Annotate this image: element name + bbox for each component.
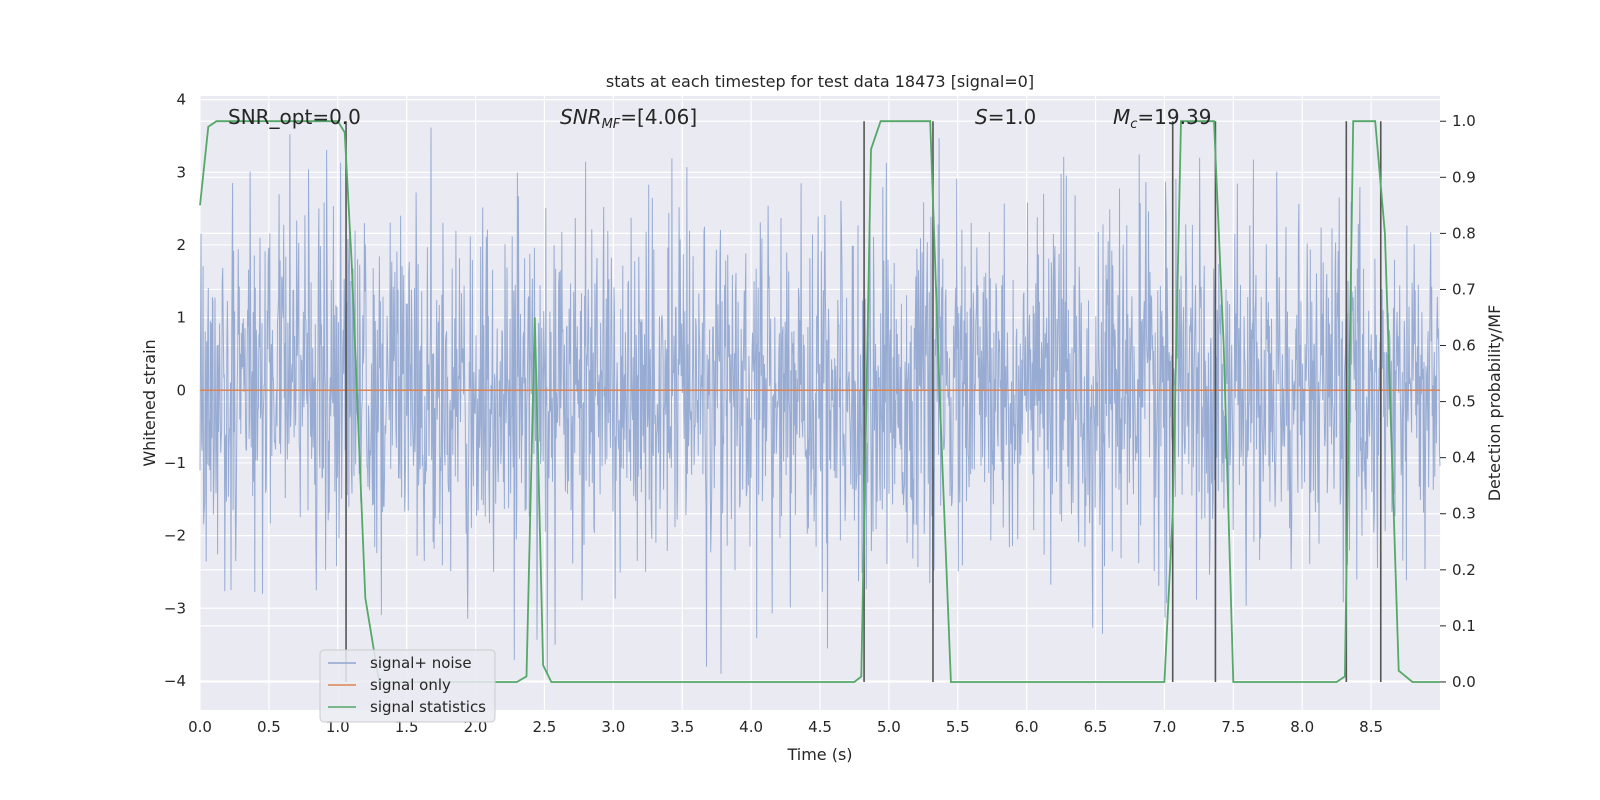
- y2-tick-label: 1.0: [1452, 112, 1476, 130]
- x-tick-label: 8.5: [1359, 718, 1383, 736]
- y2-ticks: 1.0 0.9 0.8 0.7 0.6 0.5 0.4 0.3 0.2 0.1 0.0: [1440, 112, 1476, 691]
- y2-tick-label: 0.8: [1452, 224, 1476, 242]
- annotation-s-main: S: [975, 105, 988, 129]
- series-signal-statistics: [199, 120, 1440, 683]
- noise-trace: [199, 127, 1441, 674]
- y-tick-label: −2: [164, 527, 186, 545]
- x-tick-label: 0.0: [188, 718, 212, 736]
- x-tick-label: 3.5: [670, 718, 694, 736]
- legend: signal+ noise signal only signal statist…: [319, 649, 496, 723]
- legend-label-signal-statistics: signal statistics: [370, 698, 486, 716]
- y2-tick-label: 0.1: [1452, 617, 1476, 635]
- annotation-snr-opt: SNR_opt=0.0: [228, 105, 361, 129]
- y-tick-label: −4: [164, 672, 186, 690]
- x-ticks: 0.0 0.5 1.0 1.5 2.0 2.5 3.0 3.5 4.0 4.5 5.0 5.5 6.0 6…: [188, 718, 1383, 736]
- x-axis-label: Time (s): [786, 745, 852, 764]
- annotation-snr-mf-main: SNR: [560, 105, 602, 129]
- annotation-mc: Mc=19.39: [1113, 105, 1211, 132]
- chart-title: stats at each timestep for test data 184…: [606, 72, 1034, 91]
- x-tick-label: 5.0: [877, 718, 901, 736]
- y2-tick-label: 0.6: [1452, 337, 1476, 355]
- legend-box: [319, 649, 496, 723]
- y-ticks: 4 3 2 1 0 −1 −2 −3 −4: [164, 91, 186, 690]
- annotation-snr-mf-sub: MF: [602, 117, 621, 132]
- y-tick-label: 1: [176, 309, 186, 327]
- y2-tick-label: 0.7: [1452, 280, 1476, 298]
- x-tick-label: 6.0: [1015, 718, 1039, 736]
- y-axis-label: Whitened strain: [140, 339, 159, 466]
- annotation-snr-mf-value: =[4.06]: [620, 105, 697, 129]
- y-tick-label: 4: [176, 91, 186, 109]
- annotation-s-value: =1.0: [988, 105, 1037, 129]
- annotation-mc-sub: c: [1130, 117, 1137, 132]
- x-tick-label: 5.5: [946, 718, 970, 736]
- y-tick-label: −1: [164, 454, 186, 472]
- x-tick-label: 4.0: [739, 718, 763, 736]
- y2-tick-label: 0.0: [1452, 673, 1476, 691]
- x-tick-label: 7.0: [1153, 718, 1177, 736]
- annotation-snr-mf: SNRMF=[4.06]: [560, 105, 697, 132]
- legend-label-signal-noise: signal+ noise: [370, 654, 472, 672]
- y2-tick-label: 0.3: [1452, 505, 1476, 523]
- series-signal-noise: [199, 127, 1441, 674]
- y2-tick-label: 0.5: [1452, 393, 1476, 411]
- y2-axis-label: Detection probability/MF: [1485, 305, 1504, 502]
- x-tick-label: 0.5: [257, 718, 281, 736]
- annotation-mc-value: =19.39: [1137, 105, 1211, 129]
- annotation-s: S=1.0: [975, 105, 1036, 129]
- y-tick-label: 2: [176, 236, 186, 254]
- x-tick-label: 6.5: [1084, 718, 1108, 736]
- y-tick-label: −3: [164, 599, 186, 617]
- x-tick-label: 2.5: [533, 718, 557, 736]
- y2-tick-label: 0.4: [1452, 449, 1476, 467]
- x-tick-label: 4.5: [808, 718, 832, 736]
- y2-tick-label: 0.2: [1452, 561, 1476, 579]
- x-tick-label: 7.5: [1221, 718, 1245, 736]
- y2-tick-label: 0.9: [1452, 168, 1476, 186]
- y-tick-label: 0: [176, 381, 186, 399]
- y-tick-label: 3: [176, 163, 186, 181]
- legend-label-signal-only: signal only: [370, 676, 451, 694]
- annotation-mc-main: M: [1113, 105, 1130, 129]
- x-tick-label: 3.0: [601, 718, 625, 736]
- x-tick-label: 8.0: [1290, 718, 1314, 736]
